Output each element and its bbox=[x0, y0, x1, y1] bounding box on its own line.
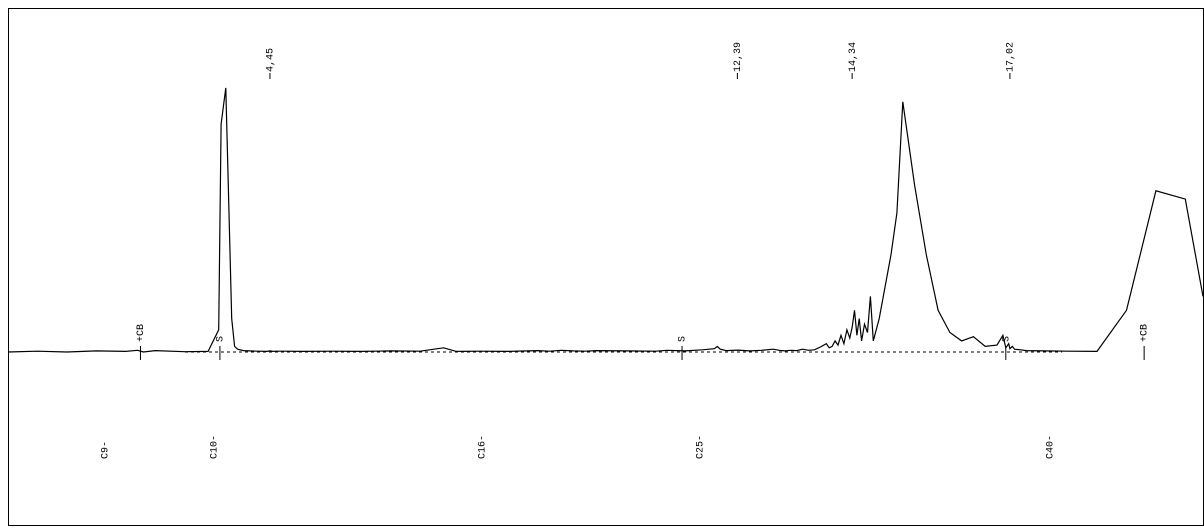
svg-text:+CB: +CB bbox=[136, 324, 147, 342]
plot-frame bbox=[9, 9, 1204, 526]
baseline-marker-label: +CB bbox=[136, 324, 147, 342]
svg-text:14,34: 14,34 bbox=[848, 42, 859, 72]
alkane-marker-label: C40- bbox=[1046, 435, 1057, 459]
alkane-marker-label: C16- bbox=[478, 435, 489, 459]
svg-text:S: S bbox=[1001, 336, 1012, 342]
svg-text:12,39: 12,39 bbox=[733, 42, 744, 72]
baseline-marker-label: +CB bbox=[1140, 324, 1151, 342]
svg-text:4,45: 4,45 bbox=[266, 48, 277, 72]
alkane-marker-label: C9- bbox=[101, 441, 112, 459]
svg-text:+CB: +CB bbox=[1140, 324, 1151, 342]
baseline-marker-label: S bbox=[678, 336, 689, 342]
svg-text:S: S bbox=[216, 336, 227, 342]
alkane-marker-label: C25- bbox=[695, 435, 706, 459]
peak-label: 17,02 bbox=[1006, 42, 1017, 72]
svg-text:C40-: C40- bbox=[1046, 435, 1057, 459]
baseline-marker-label: S bbox=[1001, 336, 1012, 342]
svg-text:17,02: 17,02 bbox=[1006, 42, 1017, 72]
baseline-marker-label: S bbox=[216, 336, 227, 342]
svg-text:C16-: C16- bbox=[478, 435, 489, 459]
svg-text:C10-: C10- bbox=[210, 435, 221, 459]
peak-label: 4,45 bbox=[266, 48, 277, 72]
peak-label: 12,39 bbox=[733, 42, 744, 72]
peak-label: 14,34 bbox=[848, 42, 859, 72]
alkane-marker-label: C10- bbox=[210, 435, 221, 459]
svg-text:S: S bbox=[678, 336, 689, 342]
svg-text:C25-: C25- bbox=[695, 435, 706, 459]
svg-text:C9-: C9- bbox=[101, 441, 112, 459]
